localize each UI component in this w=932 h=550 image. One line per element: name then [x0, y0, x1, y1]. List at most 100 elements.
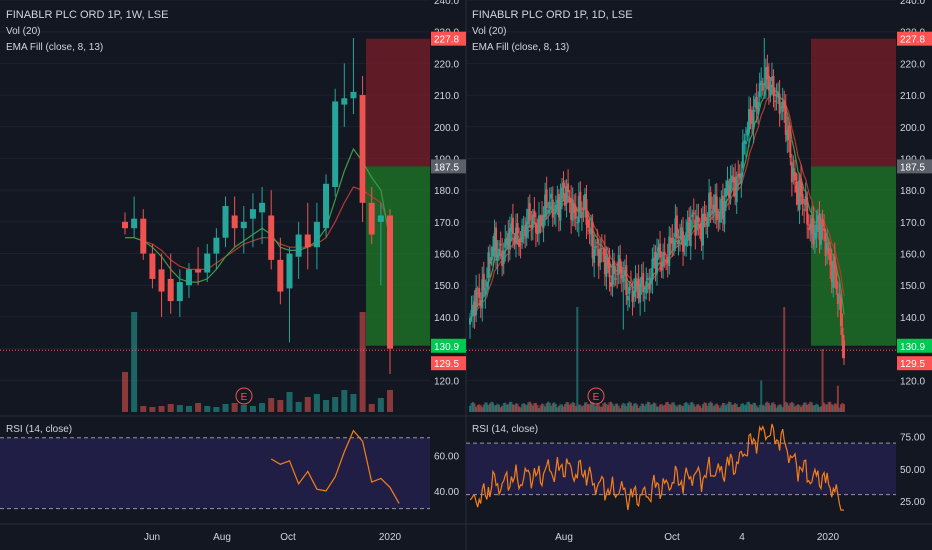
- volume-bar: [551, 403, 554, 412]
- volume-bar: [708, 402, 711, 412]
- volume-bar: [637, 407, 640, 412]
- candle-body: [613, 260, 616, 275]
- candle-body: [524, 225, 527, 237]
- candle-body: [649, 277, 652, 285]
- volume-bar: [484, 402, 487, 412]
- volume-bar: [304, 397, 311, 412]
- candle-body: [724, 187, 727, 197]
- candle-body: [672, 238, 675, 250]
- candle-body: [754, 98, 757, 107]
- volume-bar: [622, 402, 625, 412]
- candle-body: [590, 227, 593, 235]
- candle-body: [602, 252, 605, 254]
- volume-bar: [645, 403, 648, 412]
- candle-body: [705, 217, 708, 221]
- volume-bar: [662, 405, 665, 412]
- volume-bar: [507, 404, 510, 412]
- volume-bar: [809, 401, 812, 412]
- candle-body: [617, 254, 620, 275]
- volume-bar: [176, 405, 183, 412]
- take-profit-zone: [811, 166, 896, 346]
- earnings-marker-icon: [235, 387, 253, 405]
- volume-bar: [682, 406, 685, 412]
- volume-bar: [539, 405, 542, 412]
- volume-bar: [629, 402, 632, 412]
- volume-bar: [577, 404, 580, 412]
- volume-bar: [493, 405, 496, 412]
- volume-bar: [724, 405, 727, 412]
- candle-body: [633, 290, 636, 297]
- volume-bar: [705, 403, 708, 412]
- volume-bar: [758, 404, 761, 412]
- volume-bar: [695, 404, 698, 412]
- volume-bar: [766, 401, 769, 412]
- candle-body: [476, 293, 479, 295]
- volume-bar: [556, 407, 559, 412]
- candle-body: [377, 215, 384, 222]
- volume-bar: [709, 401, 712, 412]
- candle-body: [685, 232, 688, 246]
- candle-body: [531, 214, 534, 228]
- candle-body: [636, 281, 639, 285]
- candle-body: [548, 201, 551, 209]
- candle-body: [608, 261, 611, 278]
- candle-body: [542, 214, 545, 228]
- candle-body: [703, 213, 706, 222]
- candle-body: [530, 225, 533, 229]
- price-axis-tick: 210.0: [434, 91, 459, 102]
- volume-bar: [544, 406, 547, 412]
- volume-bar: [841, 402, 844, 412]
- volume-bar: [760, 380, 763, 412]
- price-badge-value: 129.5: [434, 359, 459, 370]
- candle-body: [657, 247, 660, 252]
- candle-body: [804, 196, 807, 206]
- volume-bar: [249, 406, 256, 412]
- volume-bar: [559, 404, 562, 412]
- price-axis-tick: 200.0: [900, 123, 925, 134]
- candle-body: [818, 214, 821, 240]
- candle-body: [626, 296, 629, 301]
- candle-body: [815, 224, 818, 239]
- volume-bar: [222, 404, 229, 412]
- candle-body: [557, 193, 560, 218]
- volume-bar: [675, 406, 678, 412]
- candle-body: [628, 286, 631, 294]
- volume-bar: [790, 401, 793, 412]
- candle-body: [737, 174, 740, 177]
- candle-body: [772, 76, 775, 96]
- volume-bar: [623, 403, 626, 412]
- candle-body: [185, 269, 192, 286]
- volume-bar: [614, 403, 617, 412]
- candle-body: [502, 250, 505, 265]
- volume-bar: [835, 403, 838, 412]
- volume-bar: [613, 405, 616, 412]
- price-badge-value: 130.9: [900, 342, 925, 353]
- candle-body: [643, 296, 646, 298]
- rsi-band: [0, 437, 430, 509]
- volume-bar: [761, 404, 764, 412]
- candle-body: [570, 197, 573, 220]
- candle-body: [639, 283, 642, 303]
- rsi-axis-tick: 25.00: [900, 497, 925, 508]
- volume-bar: [711, 402, 714, 412]
- volume-bar: [626, 402, 629, 412]
- candle-body: [588, 229, 591, 232]
- candle-body: [304, 234, 311, 248]
- volume-bar: [585, 402, 588, 412]
- volume-bar: [659, 404, 662, 412]
- volume-bar: [567, 402, 570, 412]
- volume-bar: [518, 406, 521, 412]
- volume-bar: [798, 405, 801, 412]
- candle-body: [610, 282, 613, 287]
- volume-bar: [810, 402, 813, 412]
- volume-bar: [554, 403, 557, 412]
- volume-bar: [780, 404, 783, 412]
- earnings-marker-icon: [587, 387, 605, 405]
- volume-bar: [536, 405, 539, 412]
- candle-body: [682, 231, 685, 252]
- candle-body: [195, 269, 202, 273]
- volume-bar: [524, 404, 527, 412]
- volume-bar: [677, 404, 680, 412]
- candle-body: [131, 218, 138, 229]
- candle-body: [688, 217, 691, 241]
